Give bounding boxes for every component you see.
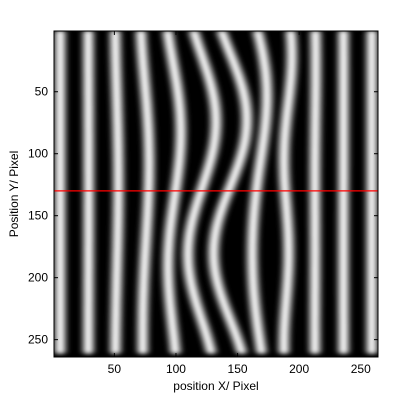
y-tick-label: 50: [35, 85, 49, 99]
fringe-band-5-core: [184, 31, 220, 354]
y-tick-label: 250: [28, 333, 48, 347]
fringe-band-8-core: [280, 31, 296, 354]
fringe-band-0-core: [56, 31, 65, 354]
fringe-band-2-core: [111, 31, 123, 354]
fringe-band-10-core: [339, 31, 348, 354]
y-tick-label: 150: [28, 209, 48, 223]
fringe-band-11-core: [367, 31, 376, 354]
fringe-band-9-core: [311, 31, 320, 354]
x-tick-label: 50: [108, 362, 122, 376]
x-tick-label: 200: [289, 362, 309, 376]
y-tick-label: 100: [28, 147, 48, 161]
y-axis-label: Position Y/ Pixel: [7, 151, 21, 238]
fringe-band-3-core: [136, 31, 154, 354]
fringe-band-6-core: [209, 31, 251, 354]
x-axis-label: position X/ Pixel: [173, 379, 258, 393]
interference-fringes: [54, 31, 378, 354]
x-axis: 50 100 150 200 250: [108, 31, 371, 376]
fringe-band-4-core: [163, 31, 185, 354]
y-axis: 50 100 150 200 250: [28, 85, 378, 347]
x-tick-label: 150: [228, 362, 248, 376]
fringe-band-1-core: [84, 31, 93, 354]
y-tick-label: 200: [28, 271, 48, 285]
plot-frame: [53, 30, 379, 358]
plot-area: [53, 30, 379, 358]
fringe-band-7-core: [248, 31, 271, 354]
x-tick-label: 250: [351, 362, 371, 376]
x-tick-label: 100: [166, 362, 186, 376]
